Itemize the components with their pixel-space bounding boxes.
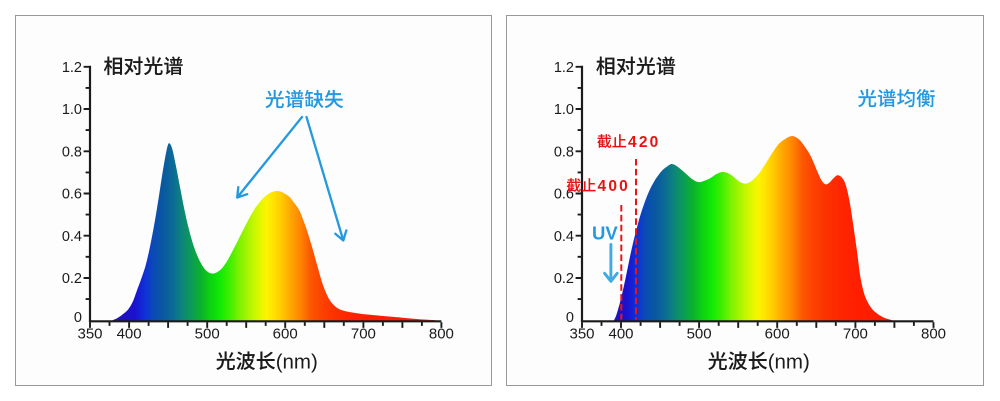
svg-text:0.8: 0.8 — [554, 145, 574, 161]
svg-text:1.2: 1.2 — [554, 60, 574, 76]
svg-text:500: 500 — [687, 325, 712, 342]
svg-text:700: 700 — [351, 325, 376, 342]
svg-text:0.6: 0.6 — [554, 187, 574, 203]
svg-text:350: 350 — [77, 325, 102, 342]
svg-text:800: 800 — [921, 325, 946, 342]
svg-text:700: 700 — [843, 325, 868, 342]
svg-text:600: 600 — [765, 325, 790, 342]
svg-text:0: 0 — [566, 310, 574, 326]
svg-text:800: 800 — [429, 325, 454, 342]
svg-text:UV: UV — [592, 222, 618, 243]
svg-text:0.6: 0.6 — [62, 187, 82, 203]
svg-text:400: 400 — [117, 325, 142, 342]
svg-text:(nm): (nm) — [276, 350, 318, 373]
svg-text:0.8: 0.8 — [62, 145, 82, 161]
svg-text:0.4: 0.4 — [62, 229, 82, 245]
svg-text:400: 400 — [608, 325, 633, 342]
svg-text:350: 350 — [569, 325, 594, 342]
svg-text:600: 600 — [273, 325, 298, 342]
svg-text:0.2: 0.2 — [62, 271, 82, 287]
svg-text:0: 0 — [74, 310, 82, 326]
svg-text:(nm): (nm) — [768, 350, 810, 373]
svg-text:1.0: 1.0 — [554, 102, 574, 118]
svg-text:1.0: 1.0 — [62, 102, 82, 118]
svg-text:0.2: 0.2 — [554, 271, 574, 287]
svg-text:420: 420 — [628, 134, 660, 151]
svg-text:400: 400 — [598, 178, 630, 195]
svg-text:500: 500 — [195, 325, 220, 342]
svg-text:1.2: 1.2 — [62, 60, 82, 76]
svg-text:0.4: 0.4 — [554, 229, 574, 245]
